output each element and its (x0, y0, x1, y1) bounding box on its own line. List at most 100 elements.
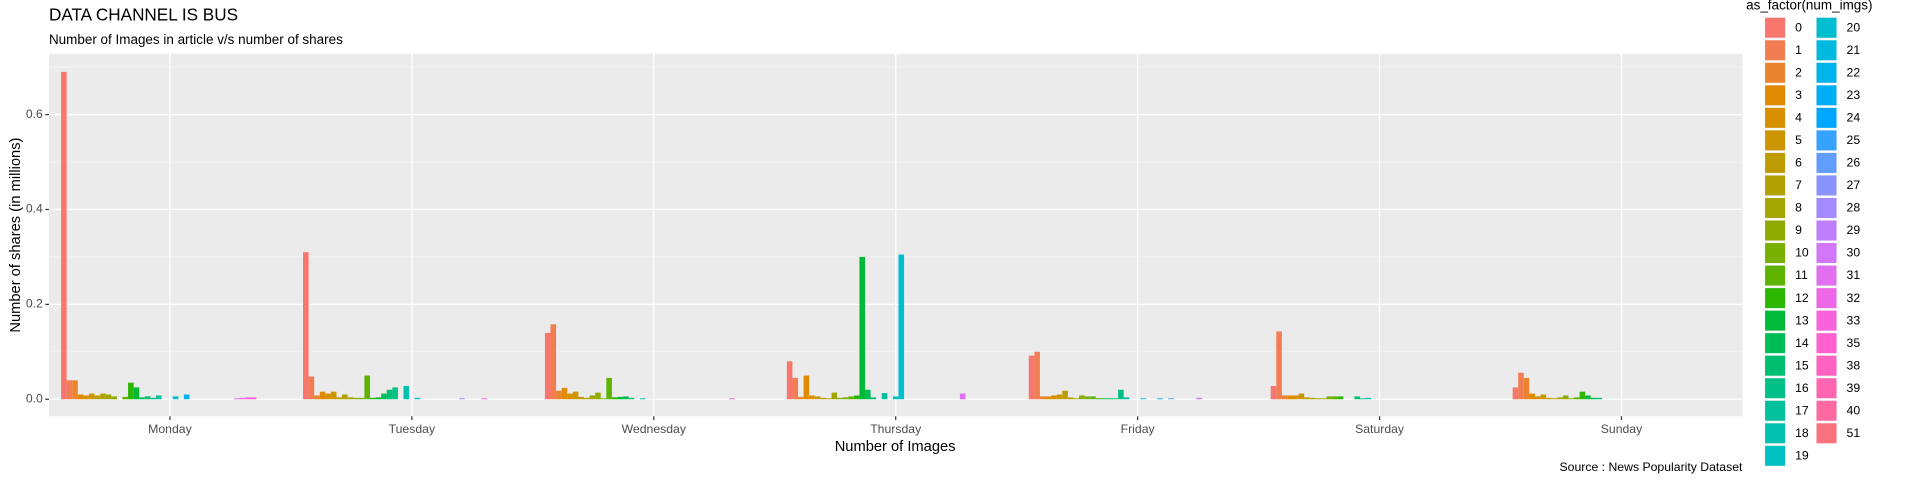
x-tick-label: Thursday (870, 422, 922, 436)
x-tick-label: Friday (1121, 422, 1156, 436)
bar (234, 398, 240, 400)
legend-label: 0 (1795, 20, 1802, 34)
bar (386, 389, 393, 400)
bar (1056, 394, 1063, 400)
y-tick-label: 0.4 (26, 202, 43, 216)
bar (369, 397, 376, 400)
legend-label: 31 (1847, 268, 1861, 282)
bar (1315, 398, 1321, 400)
bar (572, 391, 579, 400)
bar (1123, 397, 1130, 400)
bar (364, 375, 370, 400)
bar (837, 397, 843, 400)
bar (83, 395, 89, 400)
bar (853, 395, 860, 400)
legend-swatch (1765, 220, 1786, 241)
bar (403, 385, 410, 400)
legend-swatch (1765, 288, 1786, 309)
bar (100, 393, 106, 400)
x-tick-label: Tuesday (389, 422, 436, 436)
legend-label: 40 (1847, 403, 1861, 417)
bar (128, 382, 134, 400)
bar (1293, 395, 1299, 400)
bar (1157, 398, 1163, 400)
bar (825, 398, 832, 400)
bar (1523, 377, 1530, 400)
legend-label: 21 (1847, 43, 1861, 57)
bar (1551, 398, 1558, 400)
legend-swatch (1816, 333, 1837, 354)
legend-label: 20 (1847, 20, 1861, 34)
legend-label: 16 (1795, 381, 1809, 395)
legend-swatch (1816, 288, 1837, 309)
bar (1118, 389, 1124, 400)
legend-swatch (1816, 107, 1837, 128)
bar (1101, 398, 1107, 400)
bar (611, 397, 618, 400)
legend-label: 35 (1847, 336, 1861, 350)
bar (88, 393, 95, 400)
legend-label: 15 (1795, 358, 1809, 372)
y-axis-label: Number of shares (in millions) (8, 138, 24, 333)
bar (628, 397, 635, 400)
bar (347, 397, 354, 400)
legend-swatch (1765, 400, 1786, 421)
bar (561, 387, 568, 400)
legend-label: 33 (1847, 313, 1861, 327)
x-tick-label: Saturday (1355, 422, 1405, 436)
bar (94, 395, 101, 400)
bar (1585, 395, 1591, 400)
bar (1106, 398, 1113, 400)
legend-swatch (1816, 423, 1837, 444)
legend-label: 26 (1847, 156, 1861, 170)
legend-label: 30 (1847, 246, 1861, 260)
bar (155, 395, 162, 400)
legend-swatch (1765, 198, 1786, 218)
legend-label: 18 (1795, 426, 1809, 440)
bar (66, 380, 73, 400)
bar (1365, 397, 1372, 400)
legend-swatch (1765, 355, 1786, 376)
y-tick-label: 0.0 (26, 391, 43, 405)
bar (1276, 331, 1282, 400)
bar (1568, 398, 1575, 400)
legend-label: 22 (1847, 65, 1861, 79)
bar (1039, 396, 1046, 400)
legend-swatch (1816, 130, 1837, 151)
legend-label: 19 (1795, 448, 1809, 462)
bar (623, 396, 629, 400)
legend-swatch (1765, 62, 1786, 83)
bar (1304, 397, 1310, 400)
chart-subtitle: Number of Images in article v/s number o… (49, 32, 343, 47)
bar (1073, 398, 1080, 400)
legend-swatch (1765, 310, 1786, 331)
legend-swatch (1816, 265, 1837, 286)
bar (144, 396, 151, 400)
bar (798, 396, 804, 400)
bar (859, 256, 866, 400)
legend-swatch (1816, 400, 1837, 421)
bar (183, 394, 190, 400)
legend-title: as_factor(num_imgs) (1746, 0, 1872, 13)
bar (1045, 396, 1052, 400)
legend-swatch (1765, 107, 1786, 128)
chart-title: DATA CHANNEL IS BUS (49, 4, 238, 24)
bar (1079, 395, 1085, 400)
bar (892, 396, 899, 400)
bar (544, 332, 551, 400)
bar (1168, 398, 1174, 400)
legend-swatch (1765, 85, 1786, 106)
bar (589, 395, 596, 400)
x-axis-label: Number of Images (835, 439, 956, 455)
bar (1320, 398, 1327, 400)
legend-swatch (1765, 175, 1786, 196)
bar (381, 393, 387, 400)
legend-swatch (1816, 62, 1837, 83)
bar (392, 387, 398, 400)
bar (578, 396, 585, 400)
legend-swatch (1765, 243, 1786, 264)
legend-label: 9 (1795, 223, 1802, 237)
bar (1574, 397, 1580, 400)
bar (1354, 396, 1361, 400)
legend-label: 24 (1847, 111, 1861, 125)
